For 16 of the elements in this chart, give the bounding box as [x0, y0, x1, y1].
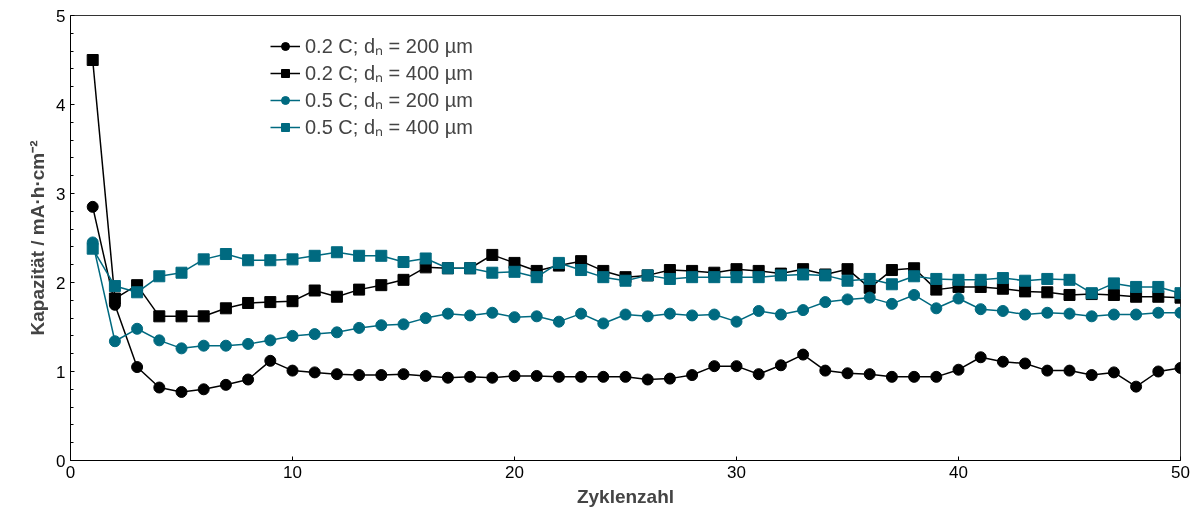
x-tick-label: 40: [949, 462, 968, 482]
x-tick-label: 50: [1171, 462, 1190, 482]
legend-label: 0.5 C; dₙ = 200 µm: [305, 88, 473, 113]
legend-label: 0.5 C; dₙ = 400 µm: [305, 115, 473, 140]
y-tick-label: 1: [56, 362, 66, 382]
y-tick-label: 3: [56, 184, 66, 204]
y-tick-label: 2: [56, 273, 66, 293]
y-tick-label: 4: [56, 95, 66, 115]
x-tick-label: 30: [727, 462, 746, 482]
x-tick-label: 10: [283, 462, 302, 482]
legend-label: 0.2 C; dₙ = 400 µm: [305, 61, 473, 86]
legend-label: 0.2 C; dₙ = 200 µm: [305, 34, 473, 59]
y-tick-label: 5: [56, 6, 66, 26]
y-axis-title: Kapazität / mA·h·cm⁻²: [27, 140, 49, 336]
x-axis-title: Zyklenzahl: [576, 485, 675, 507]
x-tick-label: 20: [505, 462, 524, 482]
